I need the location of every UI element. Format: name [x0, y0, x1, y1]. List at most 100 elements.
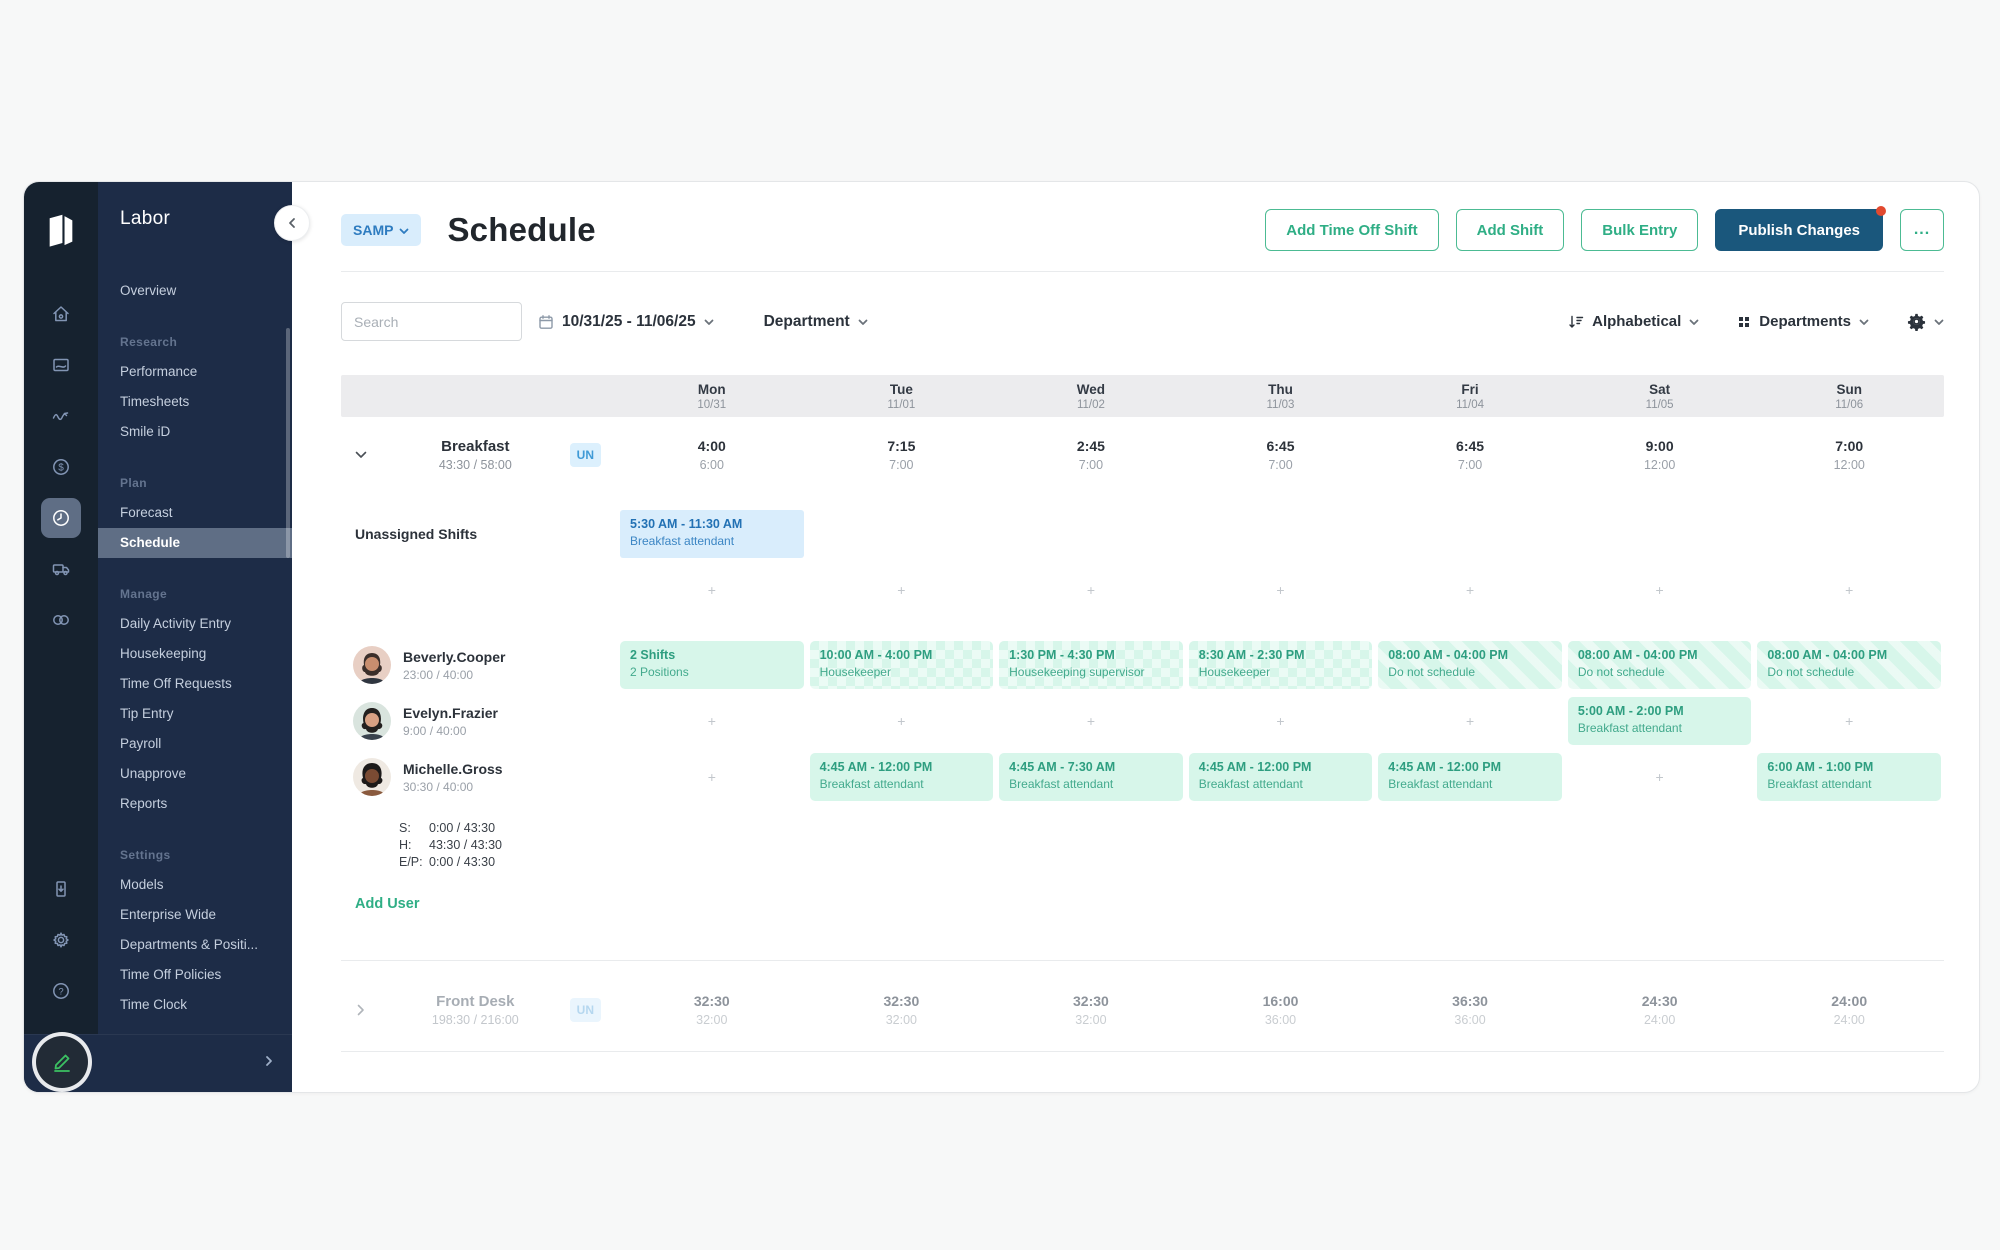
sidebar-item-reports[interactable]: Reports: [120, 796, 168, 811]
sidebar-collapse-button[interactable]: [274, 205, 310, 241]
add-shift-cell[interactable]: +: [897, 713, 906, 729]
department-filter[interactable]: Department: [764, 313, 868, 331]
add-user-button[interactable]: Add User: [355, 896, 420, 912]
performance-icon[interactable]: [41, 396, 81, 436]
help-icon[interactable]: ?: [41, 971, 81, 1011]
shift-card[interactable]: 5:00 AM - 2:00 PM Breakfast attendant: [1567, 697, 1752, 745]
sidebar-scrollbar[interactable]: [286, 328, 290, 558]
calendar-icon: [539, 314, 553, 329]
shift-card[interactable]: 4:45 AM - 12:00 PM Breakfast attendant: [809, 753, 994, 801]
export-icon[interactable]: [41, 869, 81, 909]
publish-changes-button[interactable]: Publish Changes: [1715, 206, 1886, 251]
unassigned-badge[interactable]: UN: [569, 998, 601, 1022]
add-time-off-shift-button[interactable]: Add Time Off Shift: [1265, 209, 1439, 251]
sidebar-item-performance[interactable]: Performance: [120, 364, 198, 379]
sidebar-item-time-clock[interactable]: Time Clock: [120, 997, 188, 1012]
avatar[interactable]: [353, 702, 391, 740]
delivery-icon[interactable]: [41, 549, 81, 589]
unassigned-badge[interactable]: UN: [569, 443, 601, 467]
shift-card[interactable]: 4:45 AM - 12:00 PM Breakfast attendant: [1188, 753, 1373, 801]
sidebar-item-tip-entry[interactable]: Tip Entry: [120, 706, 174, 721]
dept-total-cell: 24:00 24:00: [1831, 993, 1868, 1027]
sidebar-item-housekeeping[interactable]: Housekeeping: [120, 646, 207, 661]
payroll-icon[interactable]: $: [41, 447, 81, 487]
shift-card[interactable]: 2 Shifts 2 Positions: [620, 641, 804, 689]
date-range-picker[interactable]: 10/31/25 - 11/06/25: [538, 313, 714, 331]
dept-total-cell: 2:45 7:00: [1076, 438, 1105, 472]
shift-card[interactable]: 8:30 AM - 2:30 PM Housekeeper: [1189, 641, 1373, 689]
link-icon[interactable]: [41, 600, 81, 640]
add-shift-button[interactable]: Add Shift: [1455, 209, 1565, 251]
dept-total-cell: 6:45 7:00: [1266, 438, 1295, 472]
day-header-fri: Fri 11/04: [1456, 381, 1485, 411]
bulk-entry-button[interactable]: Bulk Entry: [1581, 209, 1699, 251]
add-shift-cell[interactable]: +: [707, 582, 716, 598]
sidebar-section-research: Research: [120, 335, 178, 349]
more-options-button[interactable]: ...: [1900, 209, 1944, 251]
icon-rail: $ ?: [24, 182, 98, 1092]
avatar[interactable]: [353, 758, 391, 796]
property-selector[interactable]: SAMP: [341, 214, 422, 246]
do-not-schedule-card[interactable]: 08:00 AM - 04:00 PM Do not schedule: [1378, 641, 1562, 689]
add-shift-cell[interactable]: +: [707, 769, 716, 785]
unassigned-shift-card[interactable]: 5:30 AM - 11:30 AM Breakfast attendant: [620, 510, 804, 558]
dept-total-cell: 7:15 7:00: [887, 438, 916, 472]
sidebar-item-timesheets[interactable]: Timesheets: [120, 394, 190, 409]
sidebar-section-manage: Manage: [120, 587, 168, 601]
do-not-schedule-card[interactable]: 08:00 AM - 04:00 PM Do not schedule: [1757, 641, 1941, 689]
add-shift-cell[interactable]: +: [1276, 713, 1285, 729]
add-shift-cell[interactable]: +: [1276, 582, 1285, 598]
add-shift-cell[interactable]: +: [1086, 582, 1096, 598]
add-shift-cell[interactable]: +: [1465, 582, 1475, 598]
summary-hours: H: 43:30 / 43:30: [399, 837, 502, 852]
shift-card[interactable]: 4:45 AM - 12:00 PM Breakfast attendant: [1378, 753, 1562, 801]
employee-name[interactable]: Evelyn.Frazier: [403, 704, 498, 721]
employee-name[interactable]: Beverly.Cooper: [403, 648, 506, 665]
shift-card[interactable]: 10:00 AM - 4:00 PM Housekeeper: [810, 641, 994, 689]
app-logo-icon[interactable]: [44, 212, 78, 250]
sidebar-item-overview[interactable]: Overview: [120, 283, 177, 298]
day-header-tue: Tue 11/01: [887, 381, 916, 411]
shift-card[interactable]: 4:45 AM - 7:30 AM Breakfast attendant: [999, 753, 1183, 801]
add-shift-cell[interactable]: +: [897, 582, 906, 598]
sidebar-item-unapprove[interactable]: Unapprove: [120, 766, 187, 781]
add-shift-cell[interactable]: +: [1845, 713, 1854, 729]
shift-card[interactable]: 1:30 PM - 4:30 PM Housekeeping supervisor: [999, 641, 1183, 689]
summary-ep: E/P: 0:00 / 43:30: [399, 854, 496, 869]
chevron-down-icon: [1689, 313, 1699, 330]
view-selector[interactable]: Departments: [1737, 313, 1869, 330]
sidebar-item-enterprise-wide[interactable]: Enterprise Wide: [120, 907, 217, 922]
add-shift-cell[interactable]: +: [1845, 582, 1854, 598]
filter-bar: 10/31/25 - 11/06/25 Department Alphabeti…: [341, 302, 1944, 341]
sidebar-item-models[interactable]: Models: [120, 877, 164, 892]
home-icon[interactable]: [41, 294, 81, 334]
add-shift-cell[interactable]: +: [1655, 769, 1664, 785]
sort-selector[interactable]: Alphabetical: [1568, 313, 1699, 330]
sidebar-item-departments-positions[interactable]: Departments & Positi...: [120, 937, 259, 952]
sidebar-item-forecast[interactable]: Forecast: [120, 505, 173, 520]
table-settings[interactable]: [1907, 312, 1944, 331]
settings-gear-icon[interactable]: [41, 920, 81, 960]
dashboard-icon[interactable]: [41, 345, 81, 385]
expand-caret-icon[interactable]: [341, 1004, 381, 1016]
add-shift-cell[interactable]: +: [1655, 582, 1664, 598]
employee-name[interactable]: Michelle.Gross: [403, 760, 503, 777]
search-input[interactable]: [341, 302, 522, 341]
sidebar-expand-chevron-icon[interactable]: [264, 1054, 274, 1072]
sidebar-item-schedule[interactable]: Schedule: [98, 528, 292, 558]
add-shift-cell[interactable]: +: [1086, 713, 1096, 729]
do-not-schedule-card[interactable]: 08:00 AM - 04:00 PM Do not schedule: [1567, 641, 1752, 689]
add-shift-cell[interactable]: +: [707, 713, 716, 729]
schedule-icon[interactable]: [41, 498, 81, 538]
sidebar-item-daily-activity-entry[interactable]: Daily Activity Entry: [120, 616, 232, 631]
avatar[interactable]: [353, 646, 391, 684]
add-shift-cell[interactable]: +: [1465, 713, 1475, 729]
sidebar-item-time-off-policies[interactable]: Time Off Policies: [120, 967, 222, 982]
sidebar-item-smile-id[interactable]: Smile iD: [120, 424, 171, 439]
shift-card[interactable]: 6:00 AM - 1:00 PM Breakfast attendant: [1757, 753, 1941, 801]
property-code: SAMP: [353, 222, 394, 238]
sidebar-item-time-off-requests[interactable]: Time Off Requests: [120, 676, 232, 691]
edit-pencil-button[interactable]: [36, 1036, 88, 1088]
sidebar-item-payroll[interactable]: Payroll: [120, 736, 162, 751]
collapse-caret-icon[interactable]: [341, 451, 381, 459]
